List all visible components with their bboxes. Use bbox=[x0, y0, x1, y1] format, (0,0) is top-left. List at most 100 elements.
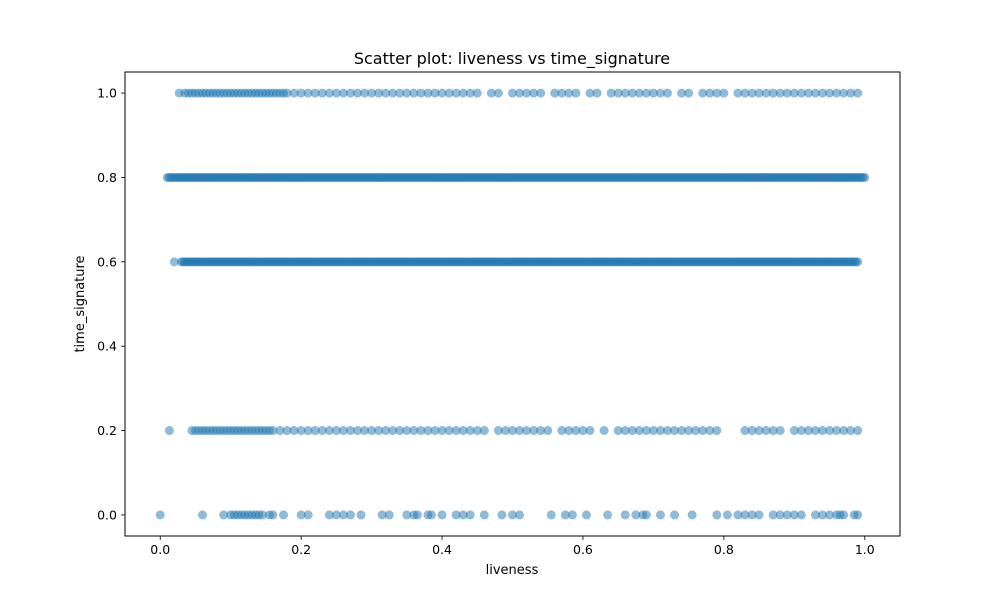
data-point-y0_2 bbox=[360, 426, 370, 436]
data-point-y0_2 bbox=[775, 426, 785, 436]
data-point-y0_2 bbox=[648, 426, 658, 436]
data-point-y0 bbox=[853, 510, 863, 520]
x-tick-label: 0.8 bbox=[714, 542, 734, 557]
data-point-y0_2 bbox=[416, 426, 426, 436]
data-point-y1 bbox=[310, 88, 320, 98]
data-point-y1 bbox=[677, 88, 687, 98]
data-point-y1 bbox=[472, 88, 482, 98]
data-point-y1 bbox=[402, 88, 412, 98]
data-point-y0_2 bbox=[853, 426, 863, 436]
data-point-y1 bbox=[796, 88, 806, 98]
data-point-y0 bbox=[345, 510, 355, 520]
data-point-y0 bbox=[268, 510, 278, 520]
data-point-y1 bbox=[705, 88, 715, 98]
data-point-y0 bbox=[655, 510, 665, 520]
data-point-y1 bbox=[655, 88, 665, 98]
data-point-y1 bbox=[522, 88, 532, 98]
data-point-y0_2 bbox=[402, 426, 412, 436]
data-point-y0_2 bbox=[846, 426, 856, 436]
data-point-y0 bbox=[155, 510, 165, 520]
y-axis-label: time_signature bbox=[73, 255, 88, 352]
data-point-y0_2 bbox=[620, 426, 630, 436]
data-point-y0_2 bbox=[641, 426, 651, 436]
data-point-y0_2 bbox=[839, 426, 849, 436]
data-point-y0 bbox=[620, 510, 630, 520]
data-point-y1 bbox=[825, 88, 835, 98]
data-point-y0 bbox=[451, 510, 461, 520]
data-point-y0_2 bbox=[324, 426, 334, 436]
data-point-y0 bbox=[377, 510, 387, 520]
data-point-y0_2 bbox=[663, 426, 672, 436]
data-point-y0_2 bbox=[754, 426, 764, 436]
data-point-y1 bbox=[818, 88, 827, 98]
data-point-y0_2 bbox=[627, 426, 637, 436]
data-point-y0 bbox=[560, 510, 570, 520]
data-point-y0 bbox=[796, 510, 806, 520]
y-tick-label: 0.8 bbox=[97, 170, 117, 185]
data-point-y1 bbox=[444, 88, 454, 98]
x-tick-label: 1.0 bbox=[855, 542, 875, 557]
data-point-y1 bbox=[515, 88, 525, 98]
data-point-y0_2 bbox=[557, 426, 567, 436]
data-point-y1 bbox=[529, 88, 539, 98]
data-point-y0_2 bbox=[796, 426, 806, 436]
data-point-y1 bbox=[331, 88, 341, 98]
data-point-y0 bbox=[768, 510, 778, 520]
data-point-y1 bbox=[430, 88, 440, 98]
data-point-y0 bbox=[402, 510, 412, 520]
data-point-y0_2 bbox=[500, 426, 510, 436]
data-point-y0_2 bbox=[338, 426, 348, 436]
data-point-y1 bbox=[493, 88, 503, 98]
data-point-y1 bbox=[353, 88, 362, 98]
data-point-y0_2 bbox=[303, 426, 313, 436]
data-point-y0_2 bbox=[458, 426, 468, 436]
data-point-y0_2 bbox=[381, 426, 391, 436]
data-point-y0_2 bbox=[353, 426, 362, 436]
data-point-y0_6 bbox=[169, 257, 179, 267]
data-point-y0 bbox=[825, 510, 835, 520]
data-point-y0 bbox=[789, 510, 799, 520]
data-point-y0_2 bbox=[430, 426, 440, 436]
data-point-y0 bbox=[687, 510, 697, 520]
data-point-y0_2 bbox=[367, 426, 377, 436]
data-point-y1 bbox=[317, 88, 327, 98]
data-point-y1 bbox=[367, 88, 377, 98]
data-point-y0_2 bbox=[345, 426, 355, 436]
data-point-y0_2 bbox=[747, 426, 757, 436]
data-point-y0_2 bbox=[409, 426, 419, 436]
data-point-y1 bbox=[381, 88, 391, 98]
data-point-y0_2 bbox=[670, 426, 680, 436]
data-point-y1 bbox=[648, 88, 658, 98]
data-point-y0 bbox=[754, 510, 764, 520]
data-point-y0_2 bbox=[634, 426, 644, 436]
data-point-y1 bbox=[338, 88, 348, 98]
data-point-y0 bbox=[631, 510, 641, 520]
data-point-y0 bbox=[839, 510, 849, 520]
data-point-y1 bbox=[803, 88, 813, 98]
data-point-y0_2 bbox=[599, 426, 609, 436]
data-point-y0_2 bbox=[684, 426, 694, 436]
data-point-y0 bbox=[331, 510, 341, 520]
data-point-y0 bbox=[747, 510, 757, 520]
data-point-y0_2 bbox=[522, 426, 532, 436]
data-point-y0 bbox=[670, 510, 680, 520]
data-point-y0_2 bbox=[268, 426, 278, 436]
data-point-y1 bbox=[296, 88, 306, 98]
data-point-y0 bbox=[384, 510, 394, 520]
data-point-y1 bbox=[282, 88, 292, 98]
data-point-y1 bbox=[395, 88, 405, 98]
data-point-y0 bbox=[458, 510, 468, 520]
data-point-y0_2 bbox=[437, 426, 447, 436]
data-point-y1 bbox=[810, 88, 820, 98]
data-point-y0_2 bbox=[818, 426, 827, 436]
data-point-y0_2 bbox=[493, 426, 503, 436]
data-point-y1 bbox=[324, 88, 334, 98]
data-point-y0 bbox=[219, 510, 229, 520]
data-point-y0 bbox=[324, 510, 334, 520]
data-point-y1 bbox=[592, 88, 602, 98]
y-tick-label: 0.6 bbox=[97, 254, 117, 269]
data-point-y0_2 bbox=[698, 426, 708, 436]
data-point-y1 bbox=[620, 88, 630, 98]
data-point-y1 bbox=[768, 88, 778, 98]
